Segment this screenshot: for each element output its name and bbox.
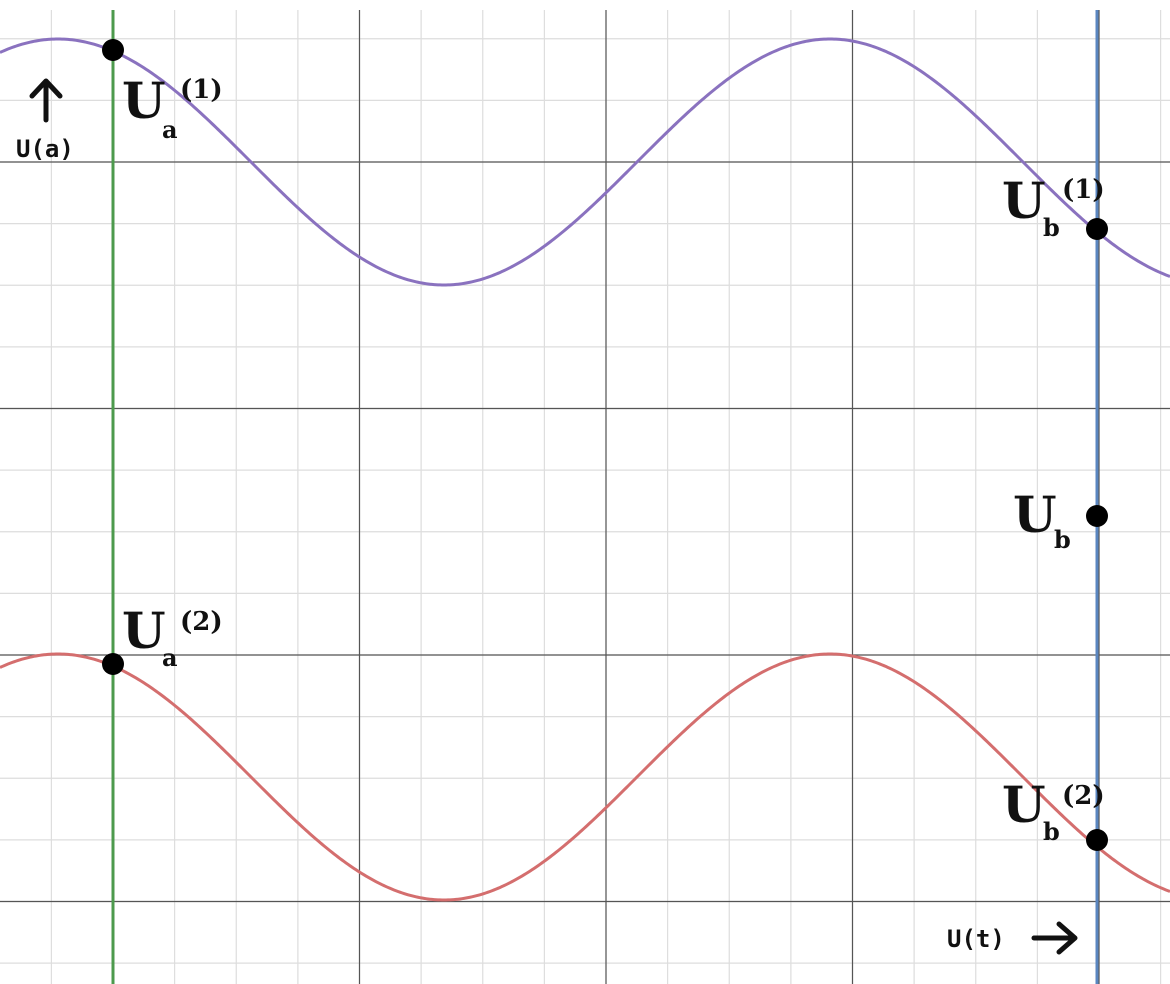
grid-major [0, 10, 1170, 984]
label-ub-sub: b [1054, 525, 1071, 554]
curve-lower [0, 652, 1170, 902]
label-ub2-main: U [1002, 775, 1046, 834]
label-ua2-sup: (2) [180, 607, 223, 637]
label-ua2-main: U [122, 601, 166, 660]
label-ub2-sub: b [1043, 817, 1060, 846]
label-ub1-main: U [1002, 171, 1046, 230]
axis-label-horizontal: U(t) [947, 925, 1005, 953]
label-ua1-sub: a [162, 115, 178, 144]
label-ub: U b [1013, 485, 1071, 554]
arrow-right-icon [1031, 921, 1078, 955]
point-ua2 [102, 653, 124, 675]
label-ub1-sub: b [1043, 213, 1060, 242]
point-ub [1086, 505, 1108, 527]
label-ub1: U b (1) [1002, 171, 1105, 242]
arrow-up-icon [29, 78, 63, 123]
point-ua1 [102, 39, 124, 61]
curve-upper [0, 37, 1170, 287]
label-ua1: U a (1) [122, 71, 223, 144]
axis-label-vertical: U(a) [16, 135, 74, 163]
point-ub2 [1086, 829, 1108, 851]
label-ub-main: U [1013, 485, 1057, 544]
label-ua1-main: U [122, 71, 166, 130]
label-ua1-sup: (1) [180, 75, 223, 105]
label-ub2: U b (2) [1002, 775, 1105, 846]
label-ua2-sub: a [162, 643, 178, 672]
label-ua2: U a (2) [122, 601, 223, 672]
grid-minor [0, 10, 1170, 984]
label-ub2-sup: (2) [1062, 781, 1105, 811]
point-ub1 [1086, 218, 1108, 240]
label-ub1-sup: (1) [1062, 175, 1105, 205]
